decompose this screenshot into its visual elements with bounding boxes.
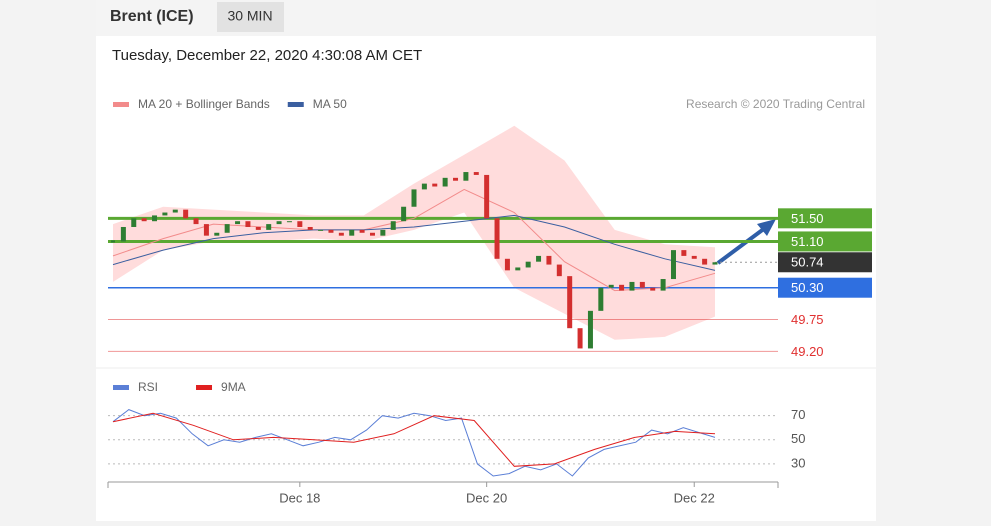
level-box — [778, 252, 872, 273]
candle — [504, 258, 510, 271]
candle — [390, 221, 396, 230]
y-tick-label: 30 — [791, 455, 805, 470]
candle — [484, 174, 490, 219]
x-tick-label: Dec 18 — [279, 490, 320, 505]
candle — [193, 218, 199, 225]
candle — [120, 226, 126, 242]
candle — [712, 262, 718, 265]
candle — [473, 172, 479, 175]
candle — [152, 215, 158, 222]
candle — [141, 218, 147, 222]
candle — [214, 232, 220, 236]
candle — [411, 189, 417, 207]
candle — [525, 261, 531, 268]
candle — [536, 255, 542, 262]
candle — [670, 250, 676, 280]
y-tick-label: 70 — [791, 407, 805, 422]
ma-line — [112, 214, 716, 271]
candle — [318, 229, 324, 231]
candle — [328, 229, 334, 233]
candle — [681, 250, 687, 256]
level-box — [778, 208, 872, 229]
candle — [619, 284, 625, 291]
candle — [515, 267, 521, 271]
candle — [463, 172, 469, 181]
y-tick-label: 50 — [791, 431, 805, 446]
level-box — [778, 231, 872, 252]
candle — [453, 177, 459, 181]
level-box — [778, 277, 872, 298]
header-bar — [96, 0, 876, 36]
legend-swatch — [196, 385, 213, 390]
candle — [401, 206, 407, 222]
candle — [255, 226, 261, 230]
candle — [608, 284, 614, 288]
candle — [660, 279, 666, 291]
candle — [432, 183, 438, 187]
legend-label: RSI — [138, 380, 158, 394]
legend-swatch — [113, 385, 129, 390]
legend-swatch — [113, 102, 129, 107]
legend-swatch — [287, 102, 304, 107]
candle — [286, 221, 292, 223]
candle — [172, 209, 178, 213]
candle — [359, 229, 365, 233]
arrow-head — [757, 219, 776, 236]
candle — [307, 226, 313, 230]
interval-tag[interactable] — [217, 2, 284, 32]
level-label: 51.50 — [791, 211, 824, 226]
candle — [224, 224, 230, 233]
datetime: Tuesday, December 22, 2020 4:30:08 AM CE… — [112, 47, 422, 64]
candle — [338, 232, 344, 236]
level-label: 50.30 — [791, 280, 824, 295]
level-label: 49.20 — [791, 344, 824, 359]
candle — [245, 221, 251, 227]
ma-line — [112, 188, 716, 292]
indicator-line — [112, 409, 716, 477]
candle — [577, 328, 583, 349]
card — [96, 0, 876, 521]
level-label: 50.74 — [791, 255, 824, 270]
candle — [702, 258, 708, 265]
candle — [183, 209, 189, 219]
candle — [494, 218, 500, 259]
candle — [235, 221, 241, 225]
interval[interactable]: 30 MIN — [227, 8, 272, 24]
candle — [556, 264, 562, 277]
candle — [629, 281, 635, 291]
x-tick-label: Dec 20 — [466, 490, 507, 505]
candle — [349, 229, 355, 236]
symbol: Brent (ICE) — [110, 8, 194, 25]
legend-label: MA 20 + Bollinger Bands — [138, 97, 270, 111]
bollinger-band — [113, 125, 715, 340]
candle — [442, 177, 448, 187]
candle — [691, 255, 697, 259]
candle — [297, 221, 303, 227]
candle — [276, 221, 282, 225]
arrow — [716, 226, 767, 265]
legend-label: MA 50 — [313, 97, 347, 111]
legend-label: 9MA — [221, 380, 246, 394]
candle — [380, 229, 386, 236]
candle — [203, 224, 209, 236]
x-tick-label: Dec 22 — [674, 490, 715, 505]
candle — [546, 255, 552, 265]
candle — [587, 310, 593, 349]
candle — [650, 287, 656, 291]
level-label: 51.10 — [791, 234, 824, 249]
candle — [421, 183, 427, 190]
candle — [639, 281, 645, 288]
candle — [369, 232, 375, 236]
indicator-line — [112, 412, 716, 467]
candle — [266, 224, 272, 230]
candle — [598, 287, 604, 311]
candle — [162, 212, 168, 216]
candle — [567, 276, 573, 329]
source: Research © 2020 Trading Central — [686, 97, 865, 111]
level-label: 49.75 — [791, 312, 824, 327]
candle — [131, 218, 137, 227]
